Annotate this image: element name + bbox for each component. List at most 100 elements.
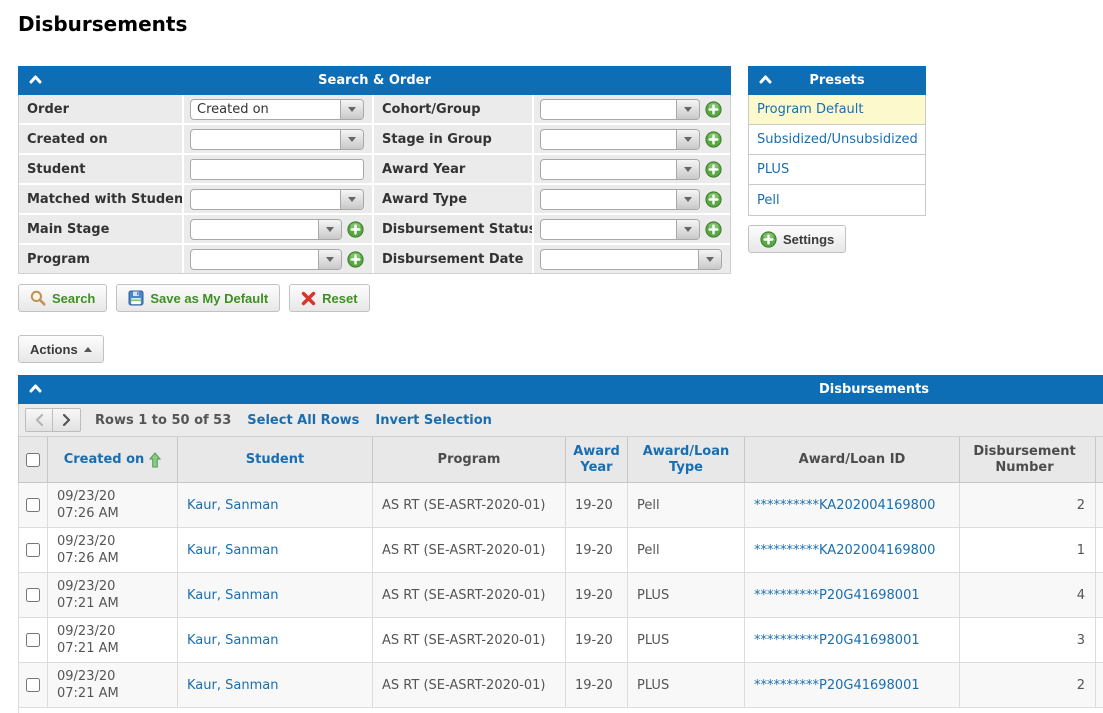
dropdown-select[interactable]: [190, 218, 342, 240]
table-body: 09/23/20 07:26 AM Kaur, Sanman AS RT (SE…: [18, 483, 1103, 708]
green-plus-icon[interactable]: [347, 220, 364, 238]
row-checkbox[interactable]: [26, 588, 40, 602]
reset-button[interactable]: Reset: [289, 284, 370, 312]
dropdown-value: [191, 130, 340, 149]
chevron-up-icon[interactable]: [29, 384, 42, 393]
award-year-cell: 19-20: [566, 483, 628, 528]
award-loan-id-link[interactable]: **********P20G41698001: [745, 618, 960, 663]
down-triangle-icon[interactable]: [676, 219, 699, 239]
dropdown-select[interactable]: [540, 98, 700, 120]
column-header[interactable]: Award/Loan Type: [628, 437, 745, 483]
down-triangle-icon[interactable]: [318, 249, 341, 269]
dropdown-select[interactable]: [540, 218, 700, 240]
award-loan-id-link[interactable]: **********P20G41698001: [745, 573, 960, 618]
disbursements-table-panel: Disbursements Rows 1 to 50 of 53 Select …: [18, 375, 1103, 713]
field-label: Main Stage: [19, 215, 182, 243]
award-loan-id-link[interactable]: **********P20G41698001: [745, 663, 960, 708]
green-plus-icon[interactable]: [705, 190, 722, 208]
student-link[interactable]: Kaur, Sanman: [178, 663, 373, 708]
column-header[interactable]: Award/Loan ID: [745, 437, 960, 483]
award-loan-type-cell: PLUS: [628, 618, 745, 663]
dropdown-select[interactable]: [190, 248, 342, 270]
student-link[interactable]: Kaur, Sanman: [178, 618, 373, 663]
next-page-button[interactable]: [53, 408, 81, 432]
dropdown-value: [191, 250, 318, 269]
row-checkbox-cell: [19, 483, 48, 528]
award-loan-type-cell: PLUS: [628, 663, 745, 708]
program-cell: AS RT (SE-ASRT-2020-01): [373, 663, 566, 708]
down-triangle-icon[interactable]: [340, 99, 363, 119]
student-link[interactable]: Kaur, Sanman: [178, 483, 373, 528]
award-loan-type-cell: Pell: [628, 528, 745, 573]
actions-button[interactable]: Actions: [18, 335, 104, 363]
row-checkbox[interactable]: [26, 633, 40, 647]
row-checkbox[interactable]: [26, 678, 40, 692]
award-loan-id-link[interactable]: **********KA202004169800: [745, 528, 960, 573]
column-header[interactable]: Award Year: [566, 437, 628, 483]
settings-button[interactable]: Settings: [748, 225, 847, 253]
green-plus-icon: [760, 230, 777, 248]
preset-item[interactable]: Subsidized/Unsubsidized: [749, 125, 925, 155]
green-plus-icon[interactable]: [705, 100, 722, 118]
award-loan-type-cell: PLUS: [628, 573, 745, 618]
dropdown-select[interactable]: [190, 128, 364, 150]
green-plus-icon[interactable]: [705, 130, 722, 148]
text-input[interactable]: [190, 158, 364, 180]
dropdown-select[interactable]: Created on: [190, 98, 364, 120]
field-label: Order: [19, 95, 182, 123]
down-triangle-icon[interactable]: [676, 99, 699, 119]
prev-page-button[interactable]: [25, 408, 53, 432]
row-checkbox[interactable]: [26, 543, 40, 557]
row-filler: [1096, 618, 1103, 663]
disbursement-number-cell: 3: [960, 618, 1096, 663]
green-plus-icon[interactable]: [347, 250, 364, 268]
dropdown-select[interactable]: [190, 188, 364, 210]
save-default-button[interactable]: Save as My Default: [116, 284, 281, 312]
preset-item[interactable]: Pell: [749, 185, 925, 215]
down-triangle-icon[interactable]: [340, 129, 363, 149]
award-year-cell: 19-20: [566, 528, 628, 573]
table-panel-header: Disbursements: [18, 375, 1103, 404]
down-triangle-icon[interactable]: [340, 189, 363, 209]
down-triangle-icon[interactable]: [676, 189, 699, 209]
down-triangle-icon[interactable]: [676, 129, 699, 149]
invert-selection-link[interactable]: Invert Selection: [375, 412, 492, 428]
created-on-cell: 09/23/20 07:26 AM: [48, 528, 178, 573]
down-triangle-icon[interactable]: [318, 219, 341, 239]
field-cell: [534, 125, 730, 153]
field-label: Stage in Group: [374, 125, 532, 153]
student-link[interactable]: Kaur, Sanman: [178, 573, 373, 618]
down-triangle-icon[interactable]: [698, 249, 721, 269]
student-link[interactable]: Kaur, Sanman: [178, 528, 373, 573]
preset-item[interactable]: Program Default: [749, 95, 925, 125]
chevron-up-icon[interactable]: [29, 75, 42, 84]
row-checkbox-cell: [19, 663, 48, 708]
award-loan-id-link[interactable]: **********KA202004169800: [745, 483, 960, 528]
column-header[interactable]: Disbursement Number: [960, 437, 1096, 483]
dropdown-select[interactable]: [540, 188, 700, 210]
dropdown-select[interactable]: [540, 248, 722, 270]
down-triangle-icon[interactable]: [676, 159, 699, 179]
select-all-checkbox[interactable]: [26, 452, 40, 467]
chevron-up-icon[interactable]: [759, 75, 772, 84]
search-form: Order Created on Cohort/Group: [18, 95, 731, 274]
column-header[interactable]: [19, 437, 48, 483]
column-header[interactable]: Student: [178, 437, 373, 483]
field-cell: [184, 185, 372, 213]
disbursement-number-cell: 4: [960, 573, 1096, 618]
green-plus-icon[interactable]: [705, 160, 722, 178]
field-cell: [184, 245, 372, 273]
column-header-label: Disbursement Number: [973, 443, 1076, 475]
row-checkbox[interactable]: [26, 498, 40, 512]
select-all-rows-link[interactable]: Select All Rows: [247, 412, 360, 428]
column-header[interactable]: Program: [373, 437, 566, 483]
row-filler: [1096, 483, 1103, 528]
green-plus-icon[interactable]: [705, 220, 722, 238]
dropdown-value: [191, 220, 318, 239]
column-header[interactable]: Created on: [48, 437, 178, 483]
field-cell: [534, 155, 730, 183]
preset-item[interactable]: PLUS: [749, 155, 925, 185]
search-button[interactable]: Search: [18, 284, 108, 312]
dropdown-select[interactable]: [540, 128, 700, 150]
dropdown-select[interactable]: [540, 158, 700, 180]
